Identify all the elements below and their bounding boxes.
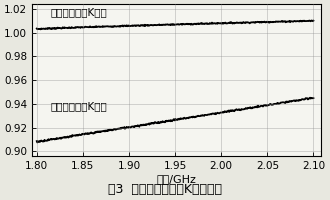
- Text: 串接电感后的K曲线: 串接电感后的K曲线: [50, 7, 107, 17]
- Text: 图3  串接电感前后的K对比曲线: 图3 串接电感前后的K对比曲线: [108, 183, 222, 196]
- X-axis label: 频率/GHz: 频率/GHz: [156, 174, 196, 184]
- Text: 串接电感前的K曲线: 串接电感前的K曲线: [50, 101, 107, 111]
